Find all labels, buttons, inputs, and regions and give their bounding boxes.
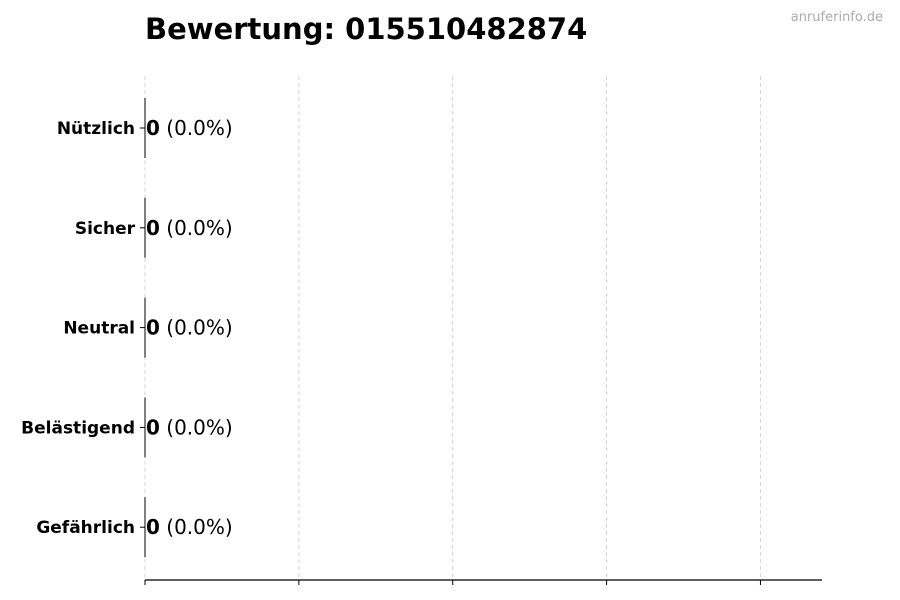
y-tick-label: Gefährlich bbox=[36, 518, 135, 538]
data-label-percent: (0.0%) bbox=[160, 316, 233, 340]
data-label-count: 0 bbox=[146, 116, 160, 140]
data-label-count: 0 bbox=[146, 316, 160, 340]
data-label: 0 (0.0%) bbox=[146, 415, 233, 439]
data-label-count: 0 bbox=[146, 216, 160, 240]
y-tick-label: Nützlich bbox=[57, 119, 135, 139]
data-label: 0 (0.0%) bbox=[146, 316, 233, 340]
data-label-percent: (0.0%) bbox=[160, 116, 233, 140]
data-label: 0 (0.0%) bbox=[146, 116, 233, 140]
data-label-count: 0 bbox=[146, 415, 160, 439]
data-label: 0 (0.0%) bbox=[146, 515, 233, 539]
data-label-percent: (0.0%) bbox=[160, 216, 233, 240]
data-label-percent: (0.0%) bbox=[160, 515, 233, 539]
y-tick-label: Belästigend bbox=[21, 418, 135, 438]
y-tick-label: Neutral bbox=[63, 319, 135, 339]
data-label: 0 (0.0%) bbox=[146, 216, 233, 240]
y-tick-label: Sicher bbox=[75, 219, 136, 239]
watermark: anruferinfo.de bbox=[790, 10, 883, 25]
data-label-percent: (0.0%) bbox=[160, 415, 233, 439]
chart-title: Bewertung: 015510482874 bbox=[145, 12, 588, 46]
data-label-count: 0 bbox=[146, 515, 160, 539]
